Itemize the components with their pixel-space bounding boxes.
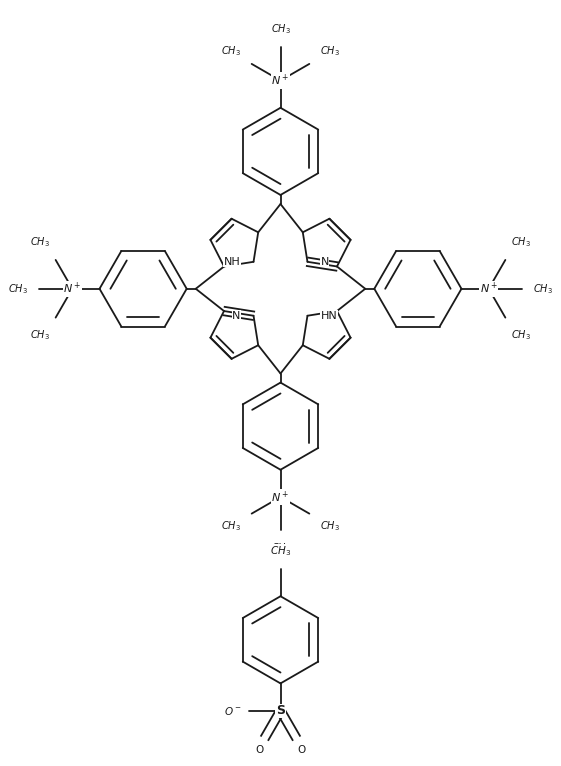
Text: $O^-$: $O^-$ — [224, 705, 242, 717]
Text: N: N — [320, 257, 329, 267]
Text: $CH_3$: $CH_3$ — [221, 519, 241, 533]
Text: $CH_3$: $CH_3$ — [8, 282, 28, 296]
Text: $CH_3$: $CH_3$ — [511, 329, 531, 342]
Text: $N^+$: $N^+$ — [272, 489, 289, 505]
Text: $CH_3$: $CH_3$ — [320, 44, 340, 58]
Text: N: N — [232, 311, 241, 321]
Text: NH: NH — [224, 257, 241, 267]
Text: $CH_3$: $CH_3$ — [320, 519, 340, 533]
Text: $N^+$: $N^+$ — [480, 281, 498, 296]
Text: $N^+$: $N^+$ — [63, 281, 81, 296]
Text: $CH_3$: $CH_3$ — [221, 44, 241, 58]
Text: $CH_3$: $CH_3$ — [30, 329, 50, 342]
Text: HN: HN — [320, 311, 337, 321]
Text: $N^+$: $N^+$ — [272, 73, 289, 88]
Text: $CH_3$: $CH_3$ — [30, 235, 50, 249]
Text: $CH_3$: $CH_3$ — [511, 235, 531, 249]
Text: $CH_3$: $CH_3$ — [270, 22, 291, 36]
Text: $CH_3$: $CH_3$ — [533, 282, 553, 296]
Text: O: O — [297, 745, 305, 755]
Text: $CH_3$: $CH_3$ — [270, 545, 291, 558]
Text: O: O — [256, 745, 264, 755]
Text: $CH_3$: $CH_3$ — [270, 541, 291, 555]
Text: S: S — [276, 704, 285, 717]
